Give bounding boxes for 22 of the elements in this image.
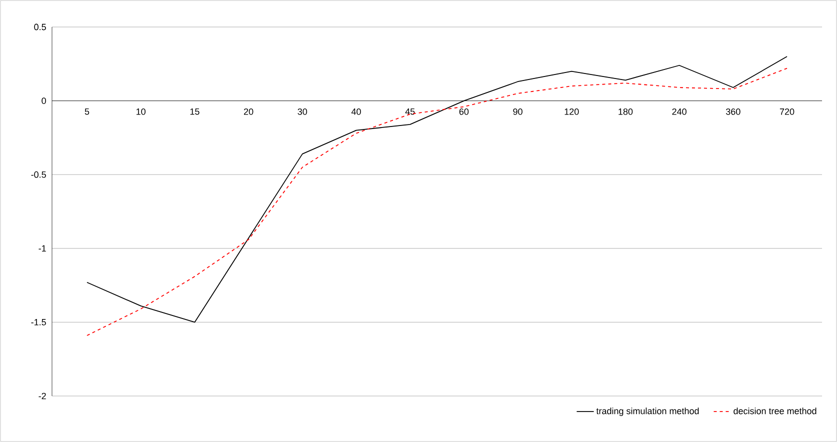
- legend-label: trading simulation method: [596, 408, 699, 416]
- x-tick-label: 45: [405, 108, 415, 115]
- x-tick-label: 40: [351, 108, 361, 115]
- x-tick-label: 20: [244, 108, 254, 115]
- y-tick-label: -2: [38, 392, 46, 400]
- y-tick-label: -1: [38, 245, 46, 252]
- x-tick-label: 360: [726, 108, 740, 115]
- x-tick-label: 180: [618, 108, 633, 115]
- x-tick-label: 15: [190, 108, 200, 115]
- y-tick-label: -1.5: [31, 319, 46, 326]
- x-tick-label: 240: [672, 108, 686, 115]
- x-tick-label: 720: [780, 108, 794, 115]
- x-tick-label: 10: [136, 108, 146, 115]
- x-tick-label: 60: [459, 108, 469, 115]
- y-tick-label: 0: [42, 98, 46, 104]
- x-tick-label: 5: [84, 108, 90, 115]
- x-tick-label: 120: [564, 108, 579, 115]
- x-tick-label: 30: [298, 108, 308, 115]
- y-tick-label: 0.5: [34, 24, 46, 30]
- y-tick-label: -0.5: [31, 171, 46, 178]
- legend-label: decision tree method: [734, 408, 816, 414]
- x-tick-label: 90: [513, 108, 522, 115]
